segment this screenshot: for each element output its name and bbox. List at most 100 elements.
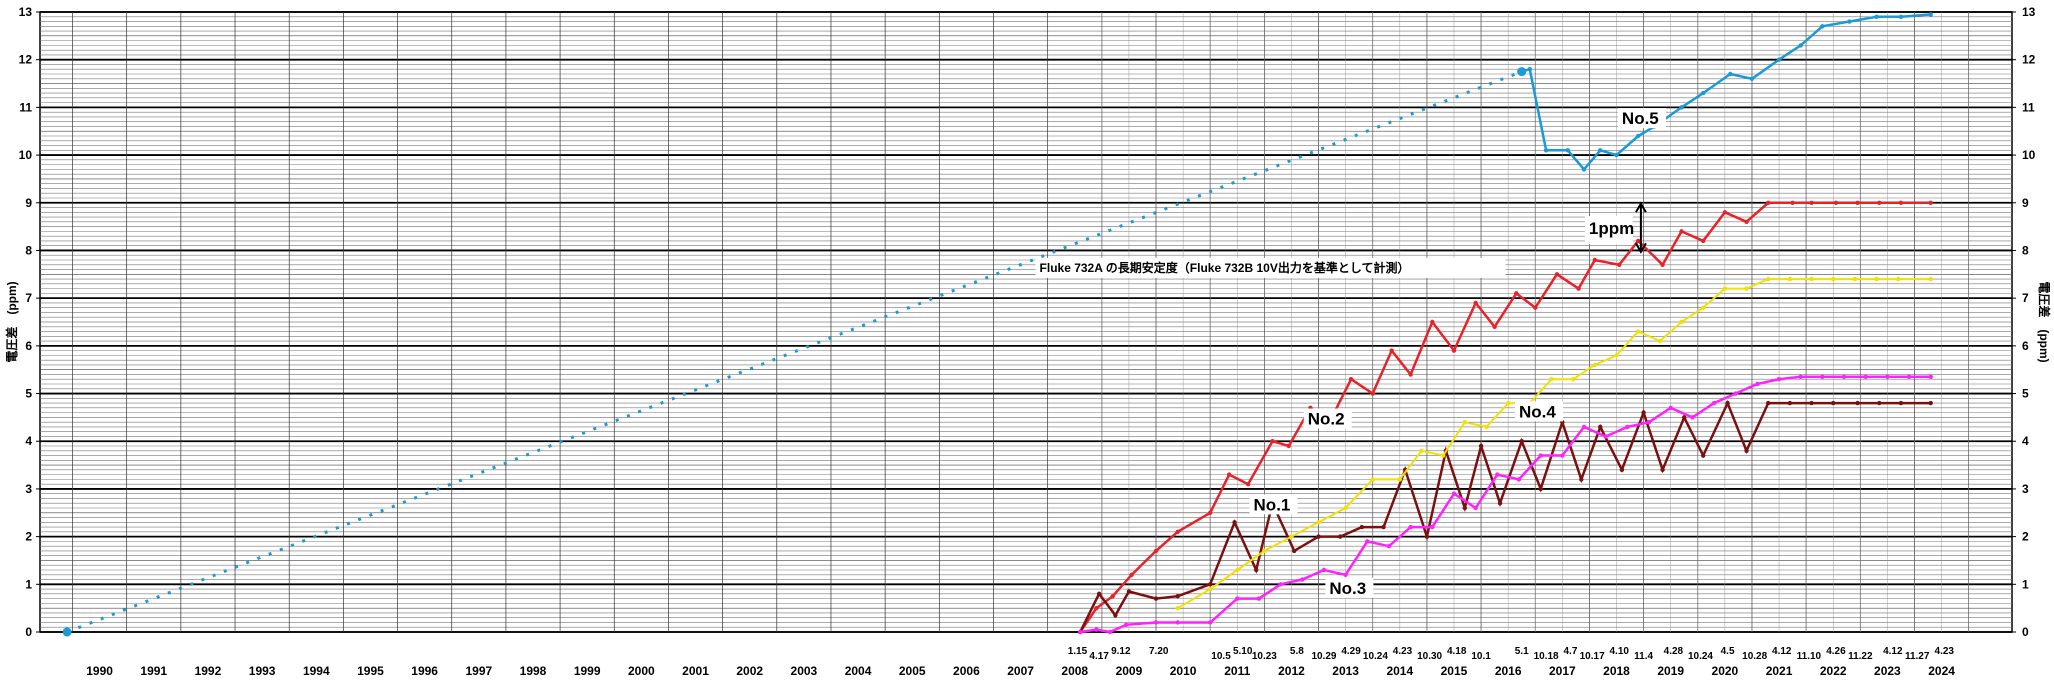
x-tick-label: 2002 [736, 664, 763, 678]
data-point [1744, 286, 1749, 291]
x-tick-label: 1998 [520, 664, 547, 678]
data-point [1386, 543, 1392, 549]
y-tick-label-left: 0 [25, 625, 32, 639]
data-point [1543, 148, 1549, 153]
data-point [1820, 374, 1825, 380]
series-label-bg [1303, 408, 1352, 429]
series-label: No.1 [1254, 495, 1291, 514]
data-point [1660, 262, 1665, 267]
data-point [1549, 377, 1554, 382]
data-point [62, 627, 72, 637]
data-point [1348, 377, 1354, 382]
y-tick-label-left: 4 [25, 434, 32, 448]
y-tick-label-left: 3 [25, 482, 32, 496]
data-point [1245, 481, 1251, 487]
data-point [1831, 400, 1836, 406]
data-point [1592, 362, 1598, 368]
annotation-label: 1ppm [1589, 219, 1634, 238]
series-label: No.5 [1622, 109, 1659, 128]
date-label: 4.23 [1935, 646, 1955, 657]
data-point [1235, 596, 1240, 601]
data-point [1898, 400, 1904, 406]
series-label-bg [1515, 401, 1563, 422]
data-point [1094, 605, 1099, 611]
data-point [1766, 276, 1771, 282]
x-tick-label: 2003 [791, 664, 818, 678]
y-tick-label-left: 12 [19, 53, 33, 67]
y-tick-label-right: 3 [2022, 482, 2029, 496]
data-point [1484, 424, 1489, 430]
x-tick-label: 2016 [1495, 664, 1522, 678]
data-point [1847, 19, 1852, 24]
data-point [1722, 210, 1728, 215]
date-label: 4.12 [1772, 646, 1792, 657]
data-point [1619, 467, 1625, 473]
data-point [1679, 319, 1684, 325]
data-point [1570, 377, 1576, 382]
x-tick-label: 1994 [303, 664, 330, 678]
data-point [1113, 613, 1118, 618]
data-point [1110, 594, 1115, 599]
date-label: 10.30 [1417, 651, 1442, 662]
data-point [1262, 548, 1267, 554]
data-point [1906, 374, 1912, 380]
data-point [1690, 415, 1695, 420]
date-label: 4.26 [1826, 646, 1846, 657]
data-point [1728, 71, 1733, 77]
data-point [1766, 200, 1771, 205]
data-point [1679, 229, 1684, 234]
data-point [1831, 276, 1836, 282]
date-label: 11.22 [1848, 651, 1873, 662]
data-point [1744, 448, 1749, 453]
date-label: 10.23 [1252, 651, 1277, 662]
y-tick-label-right: 6 [2022, 339, 2029, 353]
data-point [1700, 453, 1706, 458]
grid-layer [39, 11, 2013, 633]
date-label: 4.17 [1089, 651, 1109, 662]
data-point [1126, 589, 1132, 594]
data-point [1635, 329, 1641, 334]
y-tick-label-right: 7 [2022, 291, 2029, 305]
data-point [1527, 67, 1533, 72]
data-point [1270, 439, 1275, 444]
date-label: 1.15 [1068, 646, 1088, 657]
data-point [1603, 434, 1608, 439]
x-tick-label: 2017 [1549, 664, 1576, 678]
y-axis-label-right: 電圧差 (ppm) [2037, 281, 2052, 362]
data-point [1809, 400, 1814, 406]
date-label: 10.5 [1211, 651, 1231, 662]
data-point [1278, 582, 1283, 587]
x-tick-label: 2009 [1116, 664, 1143, 678]
y-tick-label-right: 11 [2022, 100, 2035, 114]
data-point [1635, 238, 1641, 244]
data-point [1492, 324, 1497, 329]
data-point [1863, 374, 1868, 380]
data-point [1451, 348, 1457, 353]
data-point [1533, 305, 1538, 310]
y-tick-label-left: 6 [25, 339, 32, 353]
y-tick-label-right: 5 [2022, 387, 2029, 401]
data-point [1462, 419, 1468, 425]
y-tick-label-right: 8 [2022, 243, 2029, 257]
data-point [1370, 391, 1375, 396]
series-layer [62, 12, 1933, 637]
date-label: 4.29 [1341, 646, 1361, 657]
x-tick-label: 2021 [1766, 664, 1793, 678]
data-point [1291, 548, 1297, 554]
x-tick-label: 2007 [1007, 664, 1034, 678]
data-point [1289, 534, 1294, 539]
data-point [1505, 400, 1511, 406]
data-point [1581, 167, 1587, 172]
y-tick-label-left: 9 [25, 196, 32, 210]
data-point [1598, 148, 1603, 153]
annotation-arrowhead-up [1635, 201, 1647, 213]
y-tick-label-right: 2 [2022, 530, 2029, 544]
x-tick-label: 2019 [1657, 664, 1684, 678]
y-tick-label-right: 4 [2022, 434, 2029, 448]
data-point [1256, 596, 1262, 601]
y-tick-label-right: 0 [2022, 625, 2029, 639]
data-point [1657, 338, 1663, 344]
y-axis-label-left: 電圧差 (ppm) [4, 281, 19, 362]
